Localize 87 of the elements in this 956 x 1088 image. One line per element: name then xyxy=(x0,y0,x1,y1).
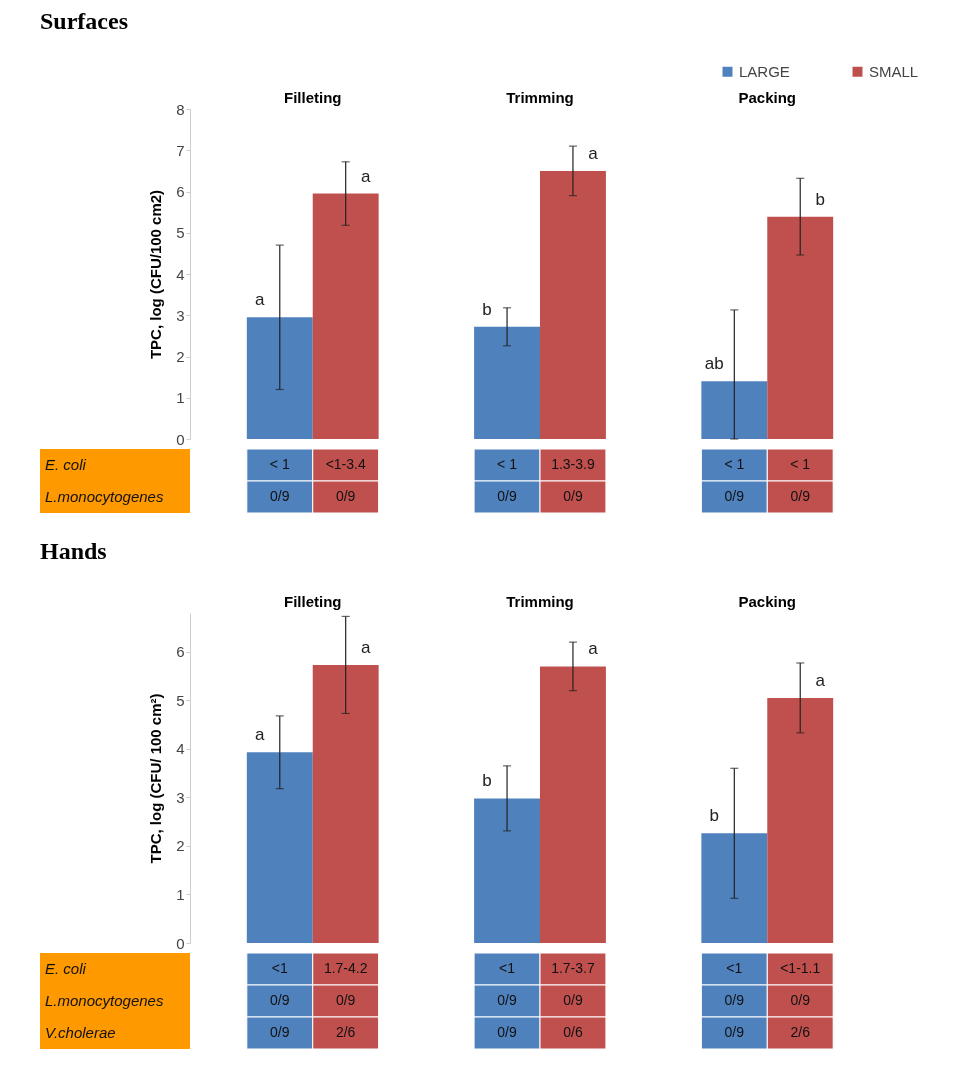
text: < 1 xyxy=(269,456,290,472)
text: 0/9 xyxy=(270,1024,290,1040)
annotation: a xyxy=(815,670,826,690)
text: 0/9 xyxy=(790,488,811,504)
text: 0/9 xyxy=(724,488,745,504)
x-tick-label: Filleting xyxy=(283,88,342,106)
text: <1-3.4 xyxy=(325,456,366,472)
x-tick-label: Trimming xyxy=(506,592,574,610)
text: <1 xyxy=(499,960,516,976)
annotation: a xyxy=(588,639,599,659)
bar xyxy=(701,833,768,943)
text: < 1 xyxy=(790,456,811,472)
legend-label: LARGE xyxy=(739,62,790,80)
y-tick-label: 1 xyxy=(176,885,185,903)
annotation: a xyxy=(255,290,266,310)
bar xyxy=(767,216,834,439)
annotation: b xyxy=(482,299,492,319)
y-tick-label: 1 xyxy=(176,389,185,407)
text: L.monocytogenes xyxy=(45,488,164,505)
annotation: a xyxy=(255,725,266,745)
text: 0/9 xyxy=(790,992,811,1008)
annotation: b xyxy=(482,771,492,791)
y-tick-label: 0 xyxy=(176,430,185,448)
chart-title: Hands xyxy=(40,538,107,564)
x-tick-label: Trimming xyxy=(506,88,574,106)
annotation: a xyxy=(360,637,371,657)
annotation: b xyxy=(815,189,825,209)
bar xyxy=(767,697,834,943)
y-tick-label: 3 xyxy=(176,788,185,806)
text: E. coli xyxy=(45,456,87,473)
text: <1 xyxy=(726,960,743,976)
bar xyxy=(246,752,313,943)
text: <1-1.1 xyxy=(780,960,821,976)
y-tick-label: 7 xyxy=(176,141,185,159)
x-tick-label: Packing xyxy=(738,88,797,106)
text: 0/9 xyxy=(497,488,517,504)
x-tick-label: Packing xyxy=(738,592,797,610)
y-axis-title: TPC, log (CFU/ 100 cm²) xyxy=(147,693,165,864)
y-tick-label: 2 xyxy=(176,837,185,855)
text: 0/9 xyxy=(335,992,356,1008)
bar xyxy=(474,326,540,439)
text: 0/9 xyxy=(270,992,290,1008)
chart-title: Surfaces xyxy=(40,8,128,34)
text: 2/6 xyxy=(335,1024,356,1040)
text: < 1 xyxy=(724,456,745,472)
annotation: ab xyxy=(704,354,724,374)
y-tick-label: 3 xyxy=(176,306,185,324)
text: <1 xyxy=(271,960,288,976)
y-tick-label: 6 xyxy=(176,643,185,661)
bar xyxy=(701,381,768,439)
y-tick-label: 8 xyxy=(176,100,185,118)
y-tick-label: 5 xyxy=(176,224,185,242)
annotation: a xyxy=(588,143,599,163)
y-tick-label: 4 xyxy=(176,265,185,283)
bar xyxy=(246,317,313,439)
text: 0/9 xyxy=(724,1024,745,1040)
text: 1.7-4.2 xyxy=(323,960,368,976)
text: < 1 xyxy=(497,456,518,472)
text: 2/6 xyxy=(790,1024,811,1040)
text: 0/9 xyxy=(724,992,745,1008)
text: 0/9 xyxy=(335,488,356,504)
bar xyxy=(540,170,606,439)
text: E. coli xyxy=(45,960,87,977)
y-tick-label: 5 xyxy=(176,691,185,709)
bar xyxy=(540,666,606,943)
bar xyxy=(312,664,379,943)
annotation: b xyxy=(709,806,720,826)
text: 0/9 xyxy=(497,1024,517,1040)
legend-label: SMALL xyxy=(869,62,919,80)
y-tick-label: 2 xyxy=(176,348,185,365)
text: L.monocytogenes xyxy=(45,992,164,1009)
text: 0/9 xyxy=(563,488,583,504)
bar xyxy=(312,193,379,439)
y-tick-label: 0 xyxy=(176,934,185,952)
bar xyxy=(474,798,540,943)
y-tick-label: 4 xyxy=(176,740,185,758)
text: 0/9 xyxy=(270,488,290,504)
text: 1.7-3.7 xyxy=(551,960,595,976)
text: 0/9 xyxy=(497,992,517,1008)
annotation: a xyxy=(360,166,371,186)
text: 1.3-3.9 xyxy=(551,456,595,472)
x-tick-label: Filleting xyxy=(283,592,342,610)
text: 0/9 xyxy=(563,992,583,1008)
y-axis-title: TPC, log (CFU/100 cm2) xyxy=(147,189,165,360)
text: V.cholerae xyxy=(45,1024,116,1041)
y-tick-label: 6 xyxy=(176,183,185,200)
text: 0/6 xyxy=(563,1024,583,1040)
